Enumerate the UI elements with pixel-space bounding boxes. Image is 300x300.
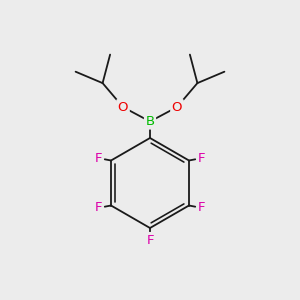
Text: F: F [146, 233, 154, 247]
Text: F: F [198, 152, 205, 165]
Text: O: O [172, 100, 182, 114]
Text: F: F [95, 152, 102, 165]
Text: F: F [95, 201, 102, 214]
Text: B: B [146, 115, 154, 128]
Text: O: O [118, 100, 128, 114]
Text: F: F [198, 201, 205, 214]
